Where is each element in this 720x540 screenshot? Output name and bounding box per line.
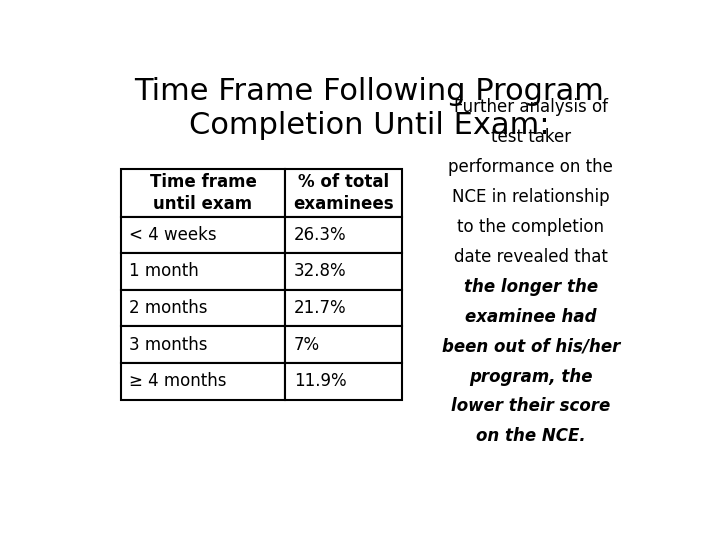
Bar — [285, 290, 402, 326]
Text: 32.8%: 32.8% — [294, 262, 346, 280]
Bar — [285, 326, 402, 363]
Bar — [121, 290, 285, 326]
Bar — [121, 326, 285, 363]
Text: lower their score: lower their score — [451, 397, 611, 415]
Text: Time frame
until exam: Time frame until exam — [150, 173, 256, 213]
Text: test taker: test taker — [491, 128, 571, 146]
Text: Time Frame Following Program
Completion Until Exam:: Time Frame Following Program Completion … — [134, 77, 604, 140]
Text: 2 months: 2 months — [129, 299, 207, 317]
Bar — [285, 253, 402, 290]
Text: NCE in relationship: NCE in relationship — [452, 188, 610, 206]
Text: date revealed that: date revealed that — [454, 248, 608, 266]
Bar — [121, 217, 285, 253]
Bar — [285, 217, 402, 253]
Text: ≥ 4 months: ≥ 4 months — [129, 372, 227, 390]
Text: 3 months: 3 months — [129, 336, 207, 354]
Bar — [121, 253, 285, 290]
Text: 1 month: 1 month — [129, 262, 199, 280]
Text: on the NCE.: on the NCE. — [476, 427, 585, 446]
Bar — [121, 168, 285, 217]
Text: < 4 weeks: < 4 weeks — [129, 226, 217, 244]
Text: 11.9%: 11.9% — [294, 372, 346, 390]
Text: been out of his/her: been out of his/her — [441, 338, 620, 355]
Text: 26.3%: 26.3% — [294, 226, 346, 244]
Text: the longer the: the longer the — [464, 278, 598, 296]
Text: Further analysis of: Further analysis of — [454, 98, 608, 116]
Bar — [285, 168, 402, 217]
Bar — [121, 363, 285, 400]
Text: to the completion: to the completion — [457, 218, 604, 236]
Text: program, the: program, the — [469, 368, 593, 386]
Text: 21.7%: 21.7% — [294, 299, 346, 317]
Text: % of total
examinees: % of total examinees — [294, 173, 395, 213]
Text: examinee had: examinee had — [465, 308, 597, 326]
Bar — [285, 363, 402, 400]
Text: performance on the: performance on the — [449, 158, 613, 176]
Text: 7%: 7% — [294, 336, 320, 354]
